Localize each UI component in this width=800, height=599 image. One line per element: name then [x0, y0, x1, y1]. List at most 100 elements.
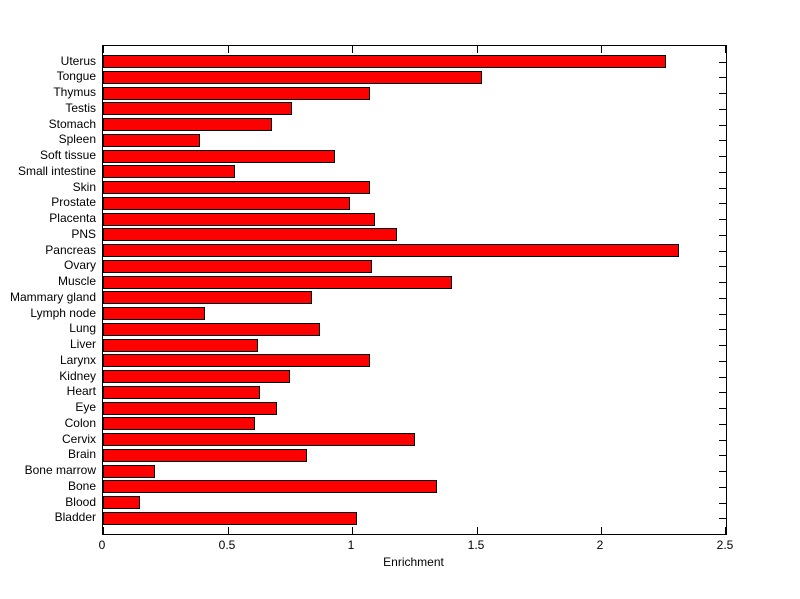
y-tick-right [719, 188, 726, 189]
x-tick-bottom [352, 527, 353, 534]
y-tick-label-eye: Eye [75, 400, 96, 414]
y-tick-label-muscle: Muscle [57, 274, 96, 288]
bar-uterus [103, 55, 666, 68]
y-tick-right [719, 424, 726, 425]
y-tick-right [719, 172, 726, 173]
bar-bone-marrow [103, 465, 155, 478]
x-tick-bottom [725, 527, 726, 534]
y-tick-label-pancreas: Pancreas [45, 243, 96, 257]
x-tick-top [352, 46, 353, 53]
x-tick-label: 0 [98, 538, 106, 552]
x-tick-label: 0.5 [218, 538, 236, 552]
y-tick-label-ovary: Ovary [63, 258, 96, 272]
y-tick-label-mammary-gland: Mammary gland [9, 290, 96, 304]
y-tick-label-skin: Skin [72, 180, 96, 194]
bar-pancreas [103, 244, 679, 257]
x-tick-top [725, 46, 726, 53]
y-tick-right [719, 392, 726, 393]
bar-brain [103, 449, 307, 462]
x-tick-bottom [103, 527, 104, 534]
bar-bone [103, 480, 437, 493]
y-tick-right [719, 93, 726, 94]
y-tick-right [719, 235, 726, 236]
y-tick-label-bladder: Bladder [54, 510, 96, 524]
y-tick-label-pns: PNS [71, 227, 96, 241]
y-tick-label-liver: Liver [69, 337, 96, 351]
x-tick-bottom [477, 527, 478, 534]
y-tick-label-heart: Heart [66, 384, 96, 398]
bar-bladder [103, 512, 357, 525]
bar-skin [103, 181, 370, 194]
y-tick-right [719, 455, 726, 456]
y-tick-right [719, 266, 726, 267]
x-tick-bottom [601, 527, 602, 534]
bar-pns [103, 228, 397, 241]
y-tick-label-brain: Brain [67, 447, 96, 461]
bar-heart [103, 386, 260, 399]
x-tick-label: 1.5 [467, 538, 485, 552]
x-tick-bottom [228, 527, 229, 534]
y-tick-right [719, 109, 726, 110]
y-tick-right [719, 77, 726, 78]
y-tick-right [719, 487, 726, 488]
bar-soft-tissue [103, 150, 335, 163]
y-tick-label-lung: Lung [69, 321, 96, 335]
y-tick-label-spleen: Spleen [58, 132, 96, 146]
bar-mammary-gland [103, 291, 312, 304]
y-tick-right [719, 203, 726, 204]
y-tick-right [719, 314, 726, 315]
y-tick-label-tongue: Tongue [56, 69, 96, 83]
bar-muscle [103, 276, 452, 289]
y-tick-label-stomach: Stomach [48, 117, 96, 131]
y-tick-right [719, 345, 726, 346]
y-tick-label-uterus: Uterus [60, 54, 96, 68]
x-tick-label: 2.5 [716, 538, 734, 552]
bar-stomach [103, 118, 272, 131]
x-axis-title: Enrichment [383, 555, 444, 569]
y-tick-right [719, 471, 726, 472]
y-tick-label-blood: Blood [65, 495, 96, 509]
y-tick-label-soft-tissue: Soft tissue [39, 148, 96, 162]
bar-small-intestine [103, 165, 235, 178]
bar-placenta [103, 213, 375, 226]
y-tick-right [719, 62, 726, 63]
bar-spleen [103, 134, 200, 147]
y-tick-label-prostate: Prostate [51, 195, 96, 209]
plot-area [102, 45, 727, 535]
y-tick-label-small-intestine: Small intestine [17, 164, 96, 178]
bar-blood [103, 496, 140, 509]
bar-thymus [103, 87, 370, 100]
y-tick-label-cervix: Cervix [61, 432, 96, 446]
bar-lymph-node [103, 307, 205, 320]
y-tick-right [719, 251, 726, 252]
bar-prostate [103, 197, 350, 210]
bar-colon [103, 417, 255, 430]
y-tick-right [719, 377, 726, 378]
bar-larynx [103, 354, 370, 367]
y-tick-right [719, 140, 726, 141]
x-tick-top [228, 46, 229, 53]
y-tick-right [719, 219, 726, 220]
y-tick-label-lymph-node: Lymph node [30, 306, 96, 320]
y-tick-right [719, 518, 726, 519]
bar-lung [103, 323, 320, 336]
y-tick-right [719, 361, 726, 362]
y-tick-right [719, 408, 726, 409]
x-tick-top [601, 46, 602, 53]
bar-testis [103, 102, 292, 115]
x-tick-label: 1 [347, 538, 355, 552]
y-tick-label-colon: Colon [64, 416, 96, 430]
x-tick-label: 2 [596, 538, 604, 552]
bar-ovary [103, 260, 372, 273]
y-tick-right [719, 125, 726, 126]
bar-tongue [103, 71, 482, 84]
y-tick-right [719, 503, 726, 504]
y-tick-right [719, 156, 726, 157]
y-tick-label-placenta: Placenta [49, 211, 96, 225]
y-tick-label-kidney: Kidney [59, 369, 96, 383]
x-tick-top [103, 46, 104, 53]
y-tick-right [719, 298, 726, 299]
bar-liver [103, 339, 258, 352]
y-tick-label-bone: Bone [67, 479, 96, 493]
